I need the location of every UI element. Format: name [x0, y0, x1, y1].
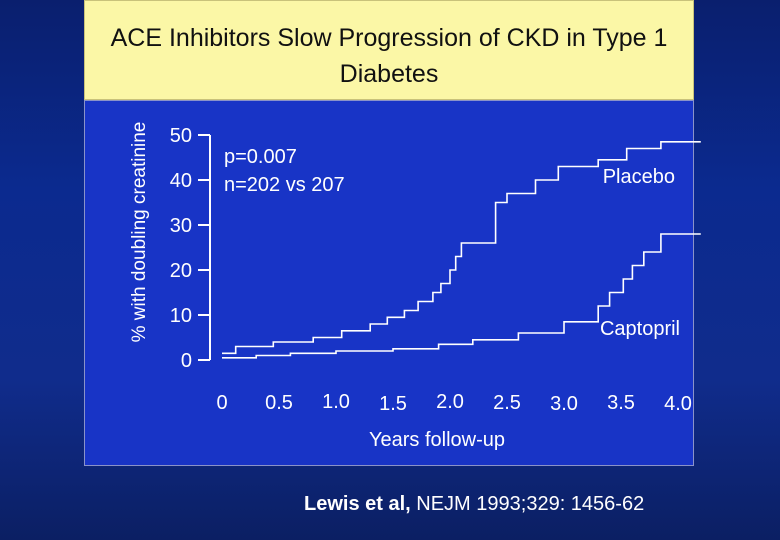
series-line-captopril: [222, 233, 701, 359]
y-tick-label-10: 10: [170, 305, 192, 327]
series-label-captopril: Captopril: [600, 318, 680, 340]
x-tick-label-3.5: 3.5: [607, 392, 635, 414]
x-tick-label-1.0: 1.0: [322, 391, 350, 413]
x-tick-label-0.5: 0.5: [265, 392, 293, 414]
y-tick-label-20: 20: [170, 260, 192, 282]
x-tick-label-3.0: 3.0: [550, 393, 578, 415]
x-axis-label: Years follow-up: [369, 429, 505, 451]
series-layer: [222, 141, 701, 359]
x-tick-label-1.5: 1.5: [379, 393, 407, 415]
title-box: [84, 0, 694, 100]
x-tick-label-0: 0: [216, 392, 227, 414]
axes: 0 10 20 30 40 50 0 0.5 1.0 1.5 2.0 2.5 3.0 3.5 4.0: [170, 125, 692, 415]
y-tick-label-0: 0: [181, 350, 192, 372]
y-axis-label: % with doubling creatinine: [129, 122, 150, 343]
x-tick-label-2.5: 2.5: [493, 392, 521, 414]
y-tick-label-50: 50: [170, 125, 192, 147]
citation-authors: Lewis et al,: [304, 493, 411, 515]
y-tick-label-40: 40: [170, 170, 192, 192]
sample-size-annotation: n=202 vs 207: [224, 174, 345, 196]
p-value-annotation: p=0.007: [224, 146, 297, 168]
x-tick-label-4.0: 4.0: [664, 393, 692, 415]
citation-source: NEJM 1993;329: 1456-62: [410, 493, 645, 515]
citation: Lewis et al, NEJM 1993;329: 1456-62: [304, 490, 704, 518]
slide-title: ACE Inhibitors Slow Progression of CKD i…: [110, 24, 668, 88]
x-tick-label-2.0: 2.0: [436, 391, 464, 413]
y-tick-label-30: 30: [170, 215, 192, 237]
series-line-placebo: [222, 141, 701, 355]
chart-panel: [84, 100, 694, 466]
series-label-placebo: Placebo: [603, 166, 675, 188]
